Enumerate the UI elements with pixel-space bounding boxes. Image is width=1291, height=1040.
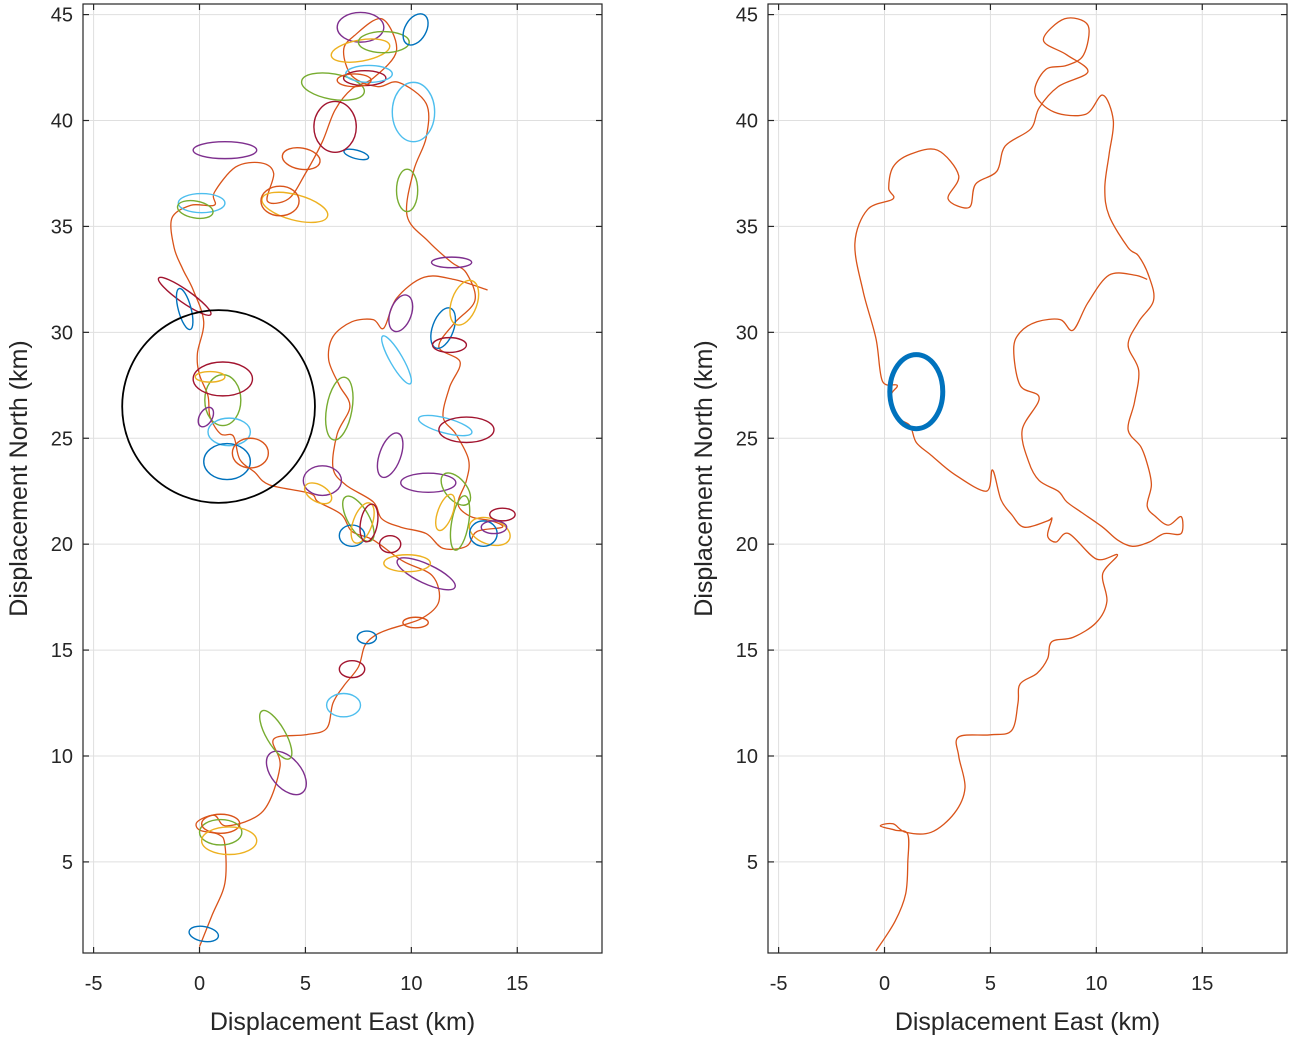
left-eddy-ellipse	[336, 73, 372, 88]
right-axes-box	[767, 3, 1288, 954]
right-y-tick-label: 20	[736, 534, 758, 556]
right-series-group	[854, 17, 1184, 952]
left-eddy-ellipse	[430, 256, 473, 269]
left-eddy-ellipse	[449, 279, 480, 326]
left-eddy-ellipse	[260, 185, 300, 217]
left-eddy-ellipse	[344, 64, 393, 84]
right-x-tick-label: 15	[1191, 973, 1213, 995]
right-plot-area	[768, 4, 1287, 953]
right-y-tick-label: 10	[736, 746, 758, 768]
left-y-tick-label: 35	[51, 216, 73, 238]
left-y-axis-label: Displacement North (km)	[5, 340, 33, 616]
left-eddy-ellipse	[342, 495, 375, 543]
left-eddy-ellipse	[357, 30, 410, 54]
right-x-tick-label: 0	[879, 973, 890, 995]
left-y-tick-label: 5	[62, 852, 73, 874]
right-y-tick-label: 30	[736, 322, 758, 344]
left-eddy-ellipse	[417, 414, 473, 437]
left-eddy-ellipse	[207, 417, 252, 447]
left-eddy-ellipse	[197, 406, 215, 428]
left-plot-area	[83, 4, 602, 953]
right-x-tick-label: -5	[770, 973, 788, 995]
left-eddy-ellipse	[350, 502, 375, 544]
right-y-tick-label: 35	[736, 216, 758, 238]
right-y-tick-label: 15	[736, 640, 758, 662]
left-eddy-ellipse	[194, 370, 226, 383]
right-panel: -5 0 5 10 15 5 10 15 20 25 30 35 40 45 Displacement Ea…	[690, 3, 1288, 1036]
left-series-group	[121, 11, 516, 947]
left-y-tick-label: 40	[51, 111, 73, 133]
left-eddy-ellipse	[313, 100, 357, 153]
left-eddy-ellipse	[157, 276, 212, 316]
left-x-tick-label: 10	[400, 973, 422, 995]
left-eddy-ellipse	[281, 146, 321, 171]
left-eddy-ellipse	[203, 442, 252, 481]
left-y-tick-label: 30	[51, 322, 73, 344]
left-eddy-ellipse	[265, 750, 307, 796]
left-x-tick-label: -5	[85, 973, 103, 995]
left-y-tick-label: 25	[51, 428, 73, 450]
left-eddy-ellipse	[388, 294, 414, 333]
left-eddy-ellipse	[175, 287, 194, 331]
left-eddy-ellipse	[431, 336, 468, 354]
left-eddy-ellipse	[192, 140, 258, 160]
left-eddy-ellipse	[383, 554, 432, 573]
left-eddy-ellipse	[198, 818, 243, 846]
left-eddy-ellipse	[303, 482, 333, 505]
left-x-axis-label: Displacement East (km)	[210, 1008, 475, 1036]
right-track-line	[854, 17, 1184, 952]
right-y-tick-label: 40	[736, 111, 758, 133]
left-eddy-ellipse	[380, 335, 413, 385]
left-x-tick-label: 15	[506, 973, 528, 995]
left-eddy-ellipse	[480, 520, 508, 535]
left-eddy-ellipse	[449, 495, 471, 551]
left-y-tick-label: 15	[51, 640, 73, 662]
left-eddy-ellipse	[378, 534, 402, 554]
left-eddy-ellipse	[434, 493, 456, 532]
left-x-tick-label: 0	[194, 973, 205, 995]
left-panel: -5 0 5 10 15 5 10 15 20 25 30 35 40 45 Displacement Ea…	[5, 3, 603, 1036]
left-eddy-ellipse	[338, 659, 366, 679]
right-y-tick-label: 45	[736, 5, 758, 27]
left-eddy-ellipse	[300, 72, 366, 101]
left-eddy-ellipse	[402, 616, 429, 629]
left-highlight-circle	[121, 309, 316, 504]
left-eddy-ellipse	[336, 11, 385, 43]
left-eddy-ellipse	[302, 465, 343, 497]
left-eddy-ellipse	[489, 507, 516, 522]
left-eddy-ellipse	[402, 13, 429, 46]
left-eddy-ellipse	[400, 472, 457, 493]
left-eddy-ellipse	[325, 692, 362, 718]
right-x-axis-label: Displacement East (km)	[895, 1008, 1160, 1036]
left-eddy-ellipse	[231, 437, 270, 469]
left-eddy-ellipse	[391, 81, 436, 143]
left-x-tick-label: 5	[300, 973, 311, 995]
left-y-tick-label: 20	[51, 534, 73, 556]
left-eddy-ellipse	[376, 432, 404, 479]
right-y-axis-label: Displacement North (km)	[690, 340, 718, 616]
left-eddy-ellipse	[356, 630, 378, 645]
right-x-tick-label: 5	[985, 973, 996, 995]
left-eddy-ellipse	[188, 925, 220, 943]
right-eddy-ellipse	[887, 352, 946, 432]
right-x-tick-label: 10	[1085, 973, 1107, 995]
left-eddy-ellipse	[192, 361, 254, 397]
left-track-line	[170, 17, 504, 947]
left-eddy-ellipse	[343, 148, 370, 161]
left-eddy-ellipse	[324, 376, 354, 441]
right-y-tick-label: 5	[747, 852, 758, 874]
left-y-tick-label: 45	[51, 5, 73, 27]
left-eddy-ellipse	[395, 168, 419, 213]
left-eddy-ellipse	[200, 826, 258, 856]
left-eddy-ellipse	[176, 199, 214, 220]
left-eddy-ellipse	[177, 192, 226, 214]
left-axes-box	[82, 3, 603, 954]
left-eddy-ellipse	[438, 416, 495, 444]
left-y-tick-label: 10	[51, 746, 73, 768]
right-y-tick-label: 25	[736, 428, 758, 450]
left-eddy-ellipse	[259, 709, 293, 760]
left-eddy-ellipse	[359, 503, 379, 543]
left-eddy-ellipse	[200, 813, 241, 835]
